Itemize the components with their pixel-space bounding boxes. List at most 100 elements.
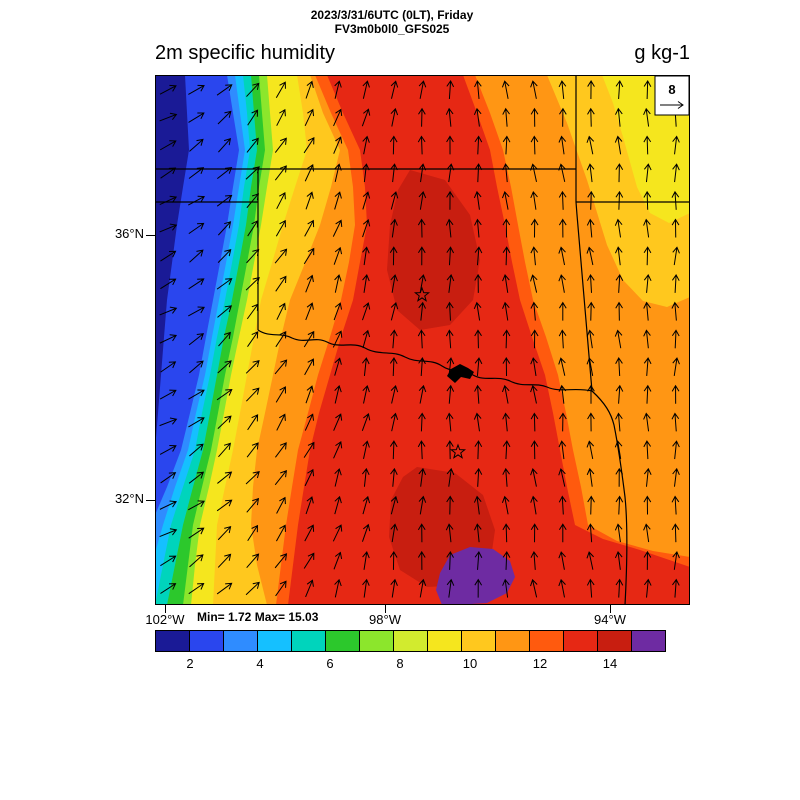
wind-arrow-icon — [530, 301, 539, 321]
wind-arrow-icon — [445, 107, 454, 127]
ref-vector-box: 8 — [654, 75, 690, 116]
wind-arrow-icon — [558, 163, 566, 182]
wind-arrow-icon — [159, 306, 178, 316]
colorbar-cell — [563, 630, 598, 652]
wind-arrow-icon — [216, 388, 233, 401]
wind-arrow-icon — [218, 137, 232, 153]
wind-arrow-icon — [247, 220, 259, 237]
wind-arrow-icon — [303, 441, 315, 458]
wind-arrow-icon — [304, 219, 315, 237]
wind-arrow-icon — [390, 163, 398, 183]
wind-arrow-icon — [643, 218, 651, 238]
wind-arrow-icon — [159, 84, 177, 95]
wind-arrow-icon — [245, 359, 260, 374]
wind-arrow-icon — [586, 218, 595, 238]
wind-arrow-icon — [671, 384, 680, 404]
wind-arrow-icon — [159, 195, 178, 205]
wind-arrow-icon — [188, 471, 205, 484]
colorbar-cell — [155, 630, 190, 652]
wind-arrow-icon — [361, 108, 371, 127]
wind-arrow-icon — [189, 249, 204, 263]
colorbar-cell — [223, 630, 258, 652]
wind-arrow-icon — [334, 163, 342, 182]
wind-arrow-icon — [305, 302, 314, 321]
wind-arrow-icon — [418, 578, 427, 598]
wind-arrow-icon — [217, 221, 232, 236]
wind-arrow-icon — [558, 301, 567, 321]
wind-arrow-icon — [276, 413, 286, 431]
wind-arrow-icon — [245, 470, 260, 485]
wind-arrow-icon — [333, 440, 343, 459]
wind-arrow-icon — [530, 107, 539, 127]
wind-arrow-icon — [474, 273, 482, 293]
wind-arrow-icon — [445, 412, 454, 432]
wind-arrow-icon — [160, 555, 177, 567]
wind-arrow-icon — [530, 578, 538, 598]
wind-arrow-icon — [305, 80, 314, 99]
wind-arrow-icon — [530, 468, 538, 487]
wind-arrow-icon — [643, 523, 651, 543]
wind-arrow-icon — [587, 80, 595, 100]
wind-arrow-icon — [586, 440, 595, 460]
wind-arrow-icon — [276, 496, 286, 514]
wind-arrow-icon — [502, 301, 510, 321]
wind-arrow-icon — [362, 495, 371, 515]
wind-arrow-icon — [530, 357, 538, 376]
wind-arrow-icon — [558, 523, 567, 543]
wind-arrow-icon — [586, 329, 595, 349]
wind-arrow-icon — [274, 248, 288, 264]
wind-arrow-icon — [275, 524, 286, 542]
wind-arrow-icon — [160, 472, 177, 484]
wind-arrow-icon — [445, 218, 454, 238]
wind-arrow-icon — [247, 331, 259, 347]
wind-arrow-icon — [362, 551, 370, 570]
wind-arrow-icon — [671, 495, 680, 515]
wind-arrow-icon — [614, 329, 623, 349]
wind-arrow-icon — [615, 273, 624, 293]
wind-arrow-icon — [159, 334, 178, 344]
wind-arrow-icon — [558, 135, 567, 155]
wind-arrow-icon — [246, 82, 260, 97]
lake-marker — [447, 364, 474, 383]
lon-tick-mark — [165, 605, 166, 613]
wind-arrow-icon — [160, 278, 177, 290]
wind-arrow-icon — [361, 357, 370, 377]
wind-arrow-icon — [390, 191, 399, 210]
wind-arrow-icon — [361, 467, 370, 487]
wind-arrow-icon — [587, 301, 595, 321]
wind-arrow-icon — [217, 110, 232, 125]
wind-arrow-icon — [530, 190, 538, 210]
colorbar-tick-label: 14 — [602, 656, 618, 671]
wind-arrow-icon — [390, 578, 398, 598]
wind-arrow-icon — [446, 440, 454, 460]
colorbar — [155, 630, 666, 652]
wind-arrow-icon — [502, 329, 511, 349]
wind-arrow-icon — [417, 218, 426, 238]
wind-arrow-icon — [188, 167, 205, 179]
wind-arrow-icon — [558, 274, 566, 293]
wind-arrow-icon — [334, 357, 342, 376]
wind-arrow-icon — [558, 80, 567, 100]
wind-arrow-icon — [643, 440, 652, 460]
wind-arrow-icon — [303, 247, 315, 265]
wind-arrow-icon — [473, 190, 482, 210]
wind-arrow-icon — [334, 191, 342, 210]
wind-arrow-icon — [246, 193, 259, 209]
wind-arrow-icon — [474, 246, 483, 266]
field-region-purple-max — [436, 547, 515, 605]
lat-tick-mark — [146, 500, 155, 501]
wind-arrow-icon — [502, 412, 510, 432]
wind-arrow-icon — [160, 583, 177, 594]
wind-arrow-icon — [530, 80, 538, 99]
wind-arrow-icon — [275, 219, 286, 237]
wind-arrow-icon — [558, 329, 567, 349]
wind-arrow-icon — [160, 250, 177, 262]
wind-arrow-icon — [417, 329, 426, 349]
wind-arrow-icon — [558, 495, 567, 515]
wind-arrow-icon — [558, 357, 566, 376]
wind-arrow-icon — [502, 246, 511, 266]
wind-arrow-icon — [473, 495, 482, 515]
wind-arrow-icon — [587, 107, 595, 127]
lon-tick-label: 102°W — [145, 612, 185, 627]
